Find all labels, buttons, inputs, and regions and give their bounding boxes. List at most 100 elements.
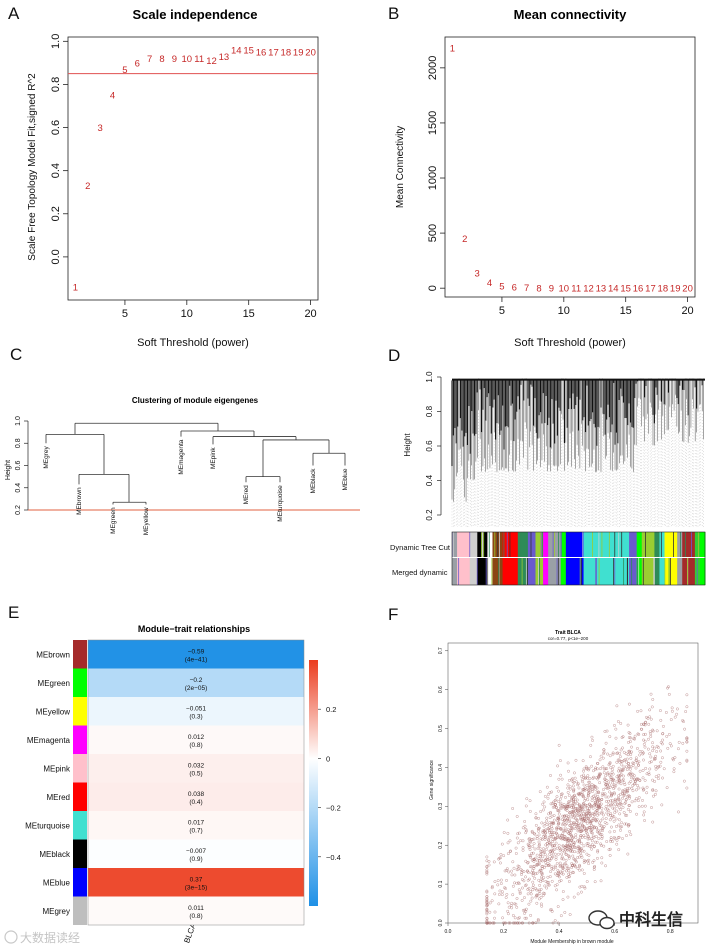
panel-f-point — [561, 866, 565, 870]
panel-f-point — [550, 865, 554, 869]
panel-f-point — [567, 866, 570, 870]
panel-f-point — [594, 788, 597, 791]
panel-f-point — [585, 880, 589, 883]
panel-f-point — [651, 698, 655, 701]
panel-f-point — [535, 853, 539, 857]
panel-e-cell-value: 0.37 — [190, 876, 203, 883]
panel-d-color-segment — [583, 532, 630, 557]
panel-f-point — [685, 705, 689, 709]
panel-f-point — [588, 806, 591, 810]
panel-f-point — [542, 876, 546, 880]
panel-f-point — [537, 827, 540, 830]
panel-f-point — [610, 791, 614, 795]
panel-d-color-stripe — [506, 532, 508, 557]
panel-f-point — [607, 773, 611, 777]
panel-f-point — [559, 834, 563, 837]
panel-e-row-swatch — [73, 725, 87, 754]
panel-d-color-stripe — [691, 532, 692, 557]
panel-f-ylabel: Gene significance — [429, 760, 435, 800]
panel-f-point — [625, 813, 629, 817]
panel-f-point — [654, 757, 657, 761]
panel-e-row-swatch — [73, 640, 87, 669]
panel-d-color-stripe — [598, 558, 600, 585]
panel-f-point — [572, 821, 576, 825]
panel-c-title: Clustering of module eigengenes — [132, 396, 259, 405]
panel-f-point — [581, 828, 585, 832]
panel-f-point — [621, 790, 625, 794]
panel-f-point — [485, 859, 489, 863]
panel-f-point — [555, 832, 558, 835]
panel-f-point — [576, 829, 580, 833]
panel-f-point — [538, 892, 542, 895]
panel-f-title: Trait BLCA — [555, 630, 581, 636]
panel-f-point — [540, 865, 544, 869]
panel-d-color-segment — [565, 558, 585, 585]
panel-e-cell-value: 0.032 — [188, 762, 205, 769]
panel-f-point — [609, 793, 613, 797]
panel-f-point — [628, 830, 631, 833]
panel-f-point — [662, 724, 665, 728]
panel-d-color-segment — [565, 532, 585, 557]
panel-b-y-tick-label: 1000 — [427, 166, 439, 190]
panel-f-point — [584, 828, 588, 832]
panel-f-point — [607, 780, 611, 784]
panel-f-point — [604, 805, 608, 808]
panel-f-point — [583, 836, 587, 839]
panel-f-point — [602, 813, 605, 817]
panel-f-point — [551, 867, 555, 871]
panel-f-point — [590, 837, 594, 841]
panel-f-point — [534, 824, 538, 827]
panel-e-cell-pvalue: (3e−15) — [185, 884, 208, 891]
panel-d-color-segment — [654, 532, 660, 557]
panel-a-x-tick-label: 5 — [122, 308, 128, 320]
panel-f-point — [609, 836, 613, 840]
panel-f-point — [608, 735, 612, 739]
panel-f-point — [565, 845, 568, 849]
panel-f-point — [625, 787, 629, 790]
panel-f-point — [587, 766, 591, 770]
panel-f-point — [498, 856, 501, 860]
panel-f-point — [684, 710, 687, 713]
panel-d-color-stripe — [472, 532, 474, 557]
panel-f-point — [565, 822, 568, 826]
panel-f-point — [585, 812, 589, 815]
panel-f-point — [561, 823, 565, 827]
panel-a-point-label: 11 — [194, 54, 204, 65]
panel-f-point — [528, 837, 531, 840]
panel-f-point — [553, 838, 557, 841]
panel-f-point — [597, 775, 601, 779]
panel-e-row-swatch — [73, 754, 87, 783]
panel-f-point — [557, 870, 560, 874]
panel-a-y-tick-label: 1.0 — [50, 34, 62, 49]
panel-e-module-trait-heatmap: Module−trait relationships BLCA MEbrown −… — [25, 624, 341, 944]
panel-f-point — [521, 826, 525, 830]
panel-b-point-label: 18 — [658, 284, 669, 295]
panel-f-point — [621, 837, 624, 840]
panel-d-color-stripe — [481, 532, 483, 557]
panel-f-point — [576, 807, 579, 811]
panel-f-point — [592, 812, 596, 816]
panel-f-point — [568, 778, 571, 782]
panel-f-point — [525, 907, 528, 911]
panel-f-point — [650, 705, 654, 709]
panel-f-point — [608, 790, 612, 794]
panel-f-point — [642, 742, 646, 746]
panel-d-color-segment — [677, 558, 683, 585]
panel-f-point — [610, 770, 614, 774]
panel-f-point — [485, 912, 489, 916]
panel-e-row-label: MEbrown — [36, 650, 70, 659]
panel-f-point — [604, 741, 608, 745]
panel-f-point — [568, 831, 572, 834]
panel-f-point — [552, 831, 556, 834]
panel-f-point — [620, 763, 624, 767]
panel-f-x-tick-label: 0.0 — [445, 929, 452, 935]
panel-f-point — [567, 848, 570, 851]
panel-f-point — [551, 833, 554, 837]
panel-f-point — [621, 791, 624, 795]
panel-f-point — [604, 786, 608, 789]
panel-a-y-tick-label: 0.2 — [50, 206, 62, 221]
panel-f-point — [570, 809, 574, 813]
panel-d-color-segment — [527, 532, 536, 557]
panel-f-point — [561, 818, 564, 821]
panel-f-point — [532, 832, 536, 835]
